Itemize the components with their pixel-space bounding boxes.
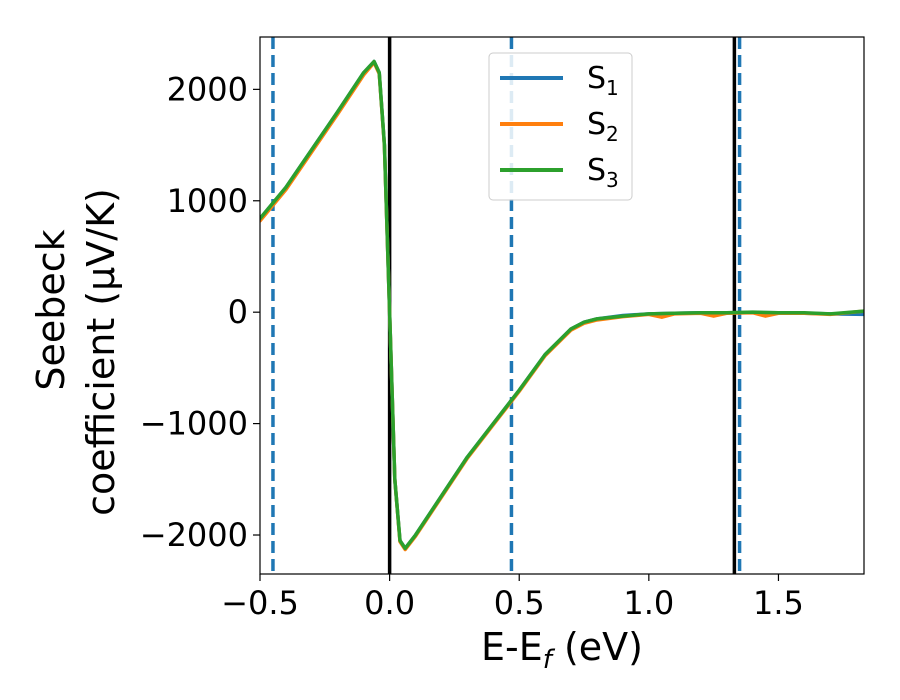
x-axis-ticks: −0.5 0.0 0.5 1.0 1.5: [221, 574, 804, 622]
y-axis-label-line1: Seebeck: [29, 229, 73, 390]
legend-label-2: S3: [587, 153, 619, 192]
y-tick-label-2: 0: [228, 293, 248, 331]
y-tick-label-3: −1000: [140, 405, 248, 443]
series-lines: [260, 59, 864, 552]
x-tick-label-2: 0.5: [494, 584, 545, 622]
legend-box: [488, 52, 633, 201]
plot-frame: [259, 36, 865, 575]
legend: S1 S2 S3: [488, 52, 633, 201]
y-axis-label-line2: coefficient (μV/K): [79, 188, 123, 516]
y-tick-label-0: 2000: [167, 70, 248, 108]
legend-label-1: S2: [587, 107, 619, 146]
y-axis-label: Seebeck coefficient (μV/K): [29, 188, 123, 516]
x-tick-label-3: 1.0: [623, 584, 674, 622]
x-axis-label: E-Ef (eV): [481, 625, 643, 675]
x-tick-label-4: 1.5: [753, 584, 804, 622]
x-tick-label-1: 0.0: [364, 584, 415, 622]
y-tick-label-1: 1000: [167, 182, 248, 220]
legend-label-0: S1: [587, 61, 619, 100]
y-axis-ticks: 2000 1000 0 −1000 −2000: [140, 70, 260, 554]
x-tick-label-0: −0.5: [221, 584, 299, 622]
series-line-s3: [260, 59, 864, 551]
y-tick-label-4: −2000: [140, 516, 248, 554]
